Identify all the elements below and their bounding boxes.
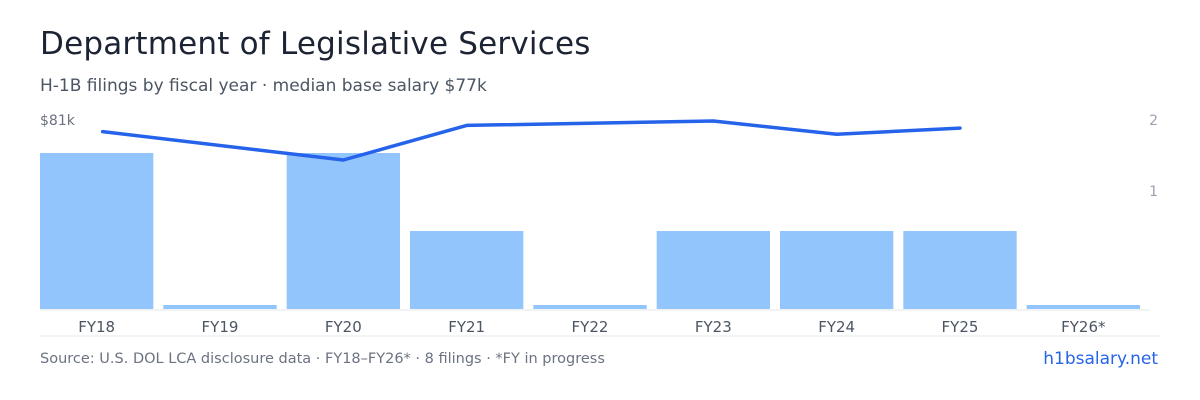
right-axis-tick-label: 2 [1149, 113, 1158, 129]
bar-fy19 [163, 305, 277, 309]
chart-title: Department of Legislative Services [40, 26, 591, 62]
bar-fy18 [40, 153, 154, 309]
left-axis-tick-label: $81k [40, 113, 76, 129]
right-axis-tick-label: 1 [1149, 184, 1158, 200]
source-note: Source: U.S. DOL LCA disclosure data · F… [40, 351, 605, 367]
x-tick-label: FY26* [1061, 318, 1106, 336]
x-tick-label: FY25 [942, 318, 979, 336]
median-salary-line [100, 119, 962, 162]
bar-fy22 [533, 305, 647, 309]
x-tick-label: FY22 [572, 318, 609, 336]
bar-fy24 [780, 231, 894, 309]
brand-link[interactable]: h1bsalary.net [1043, 349, 1158, 369]
bar-fy23 [656, 231, 770, 309]
x-tick-label: FY21 [448, 318, 485, 336]
x-tick-label: FY20 [325, 318, 362, 336]
x-tick-label: FY23 [695, 318, 732, 336]
bar-fy21 [410, 231, 524, 309]
bar-fy25 [903, 231, 1017, 309]
bar-fy20 [286, 153, 400, 309]
x-tick-label: FY19 [202, 318, 239, 336]
bar-fy26-in-progress [1026, 305, 1140, 309]
x-tick-label: FY18 [78, 318, 115, 336]
chart-subtitle: H-1B filings by fiscal year · median bas… [40, 76, 487, 96]
x-tick-label: FY24 [818, 318, 855, 336]
